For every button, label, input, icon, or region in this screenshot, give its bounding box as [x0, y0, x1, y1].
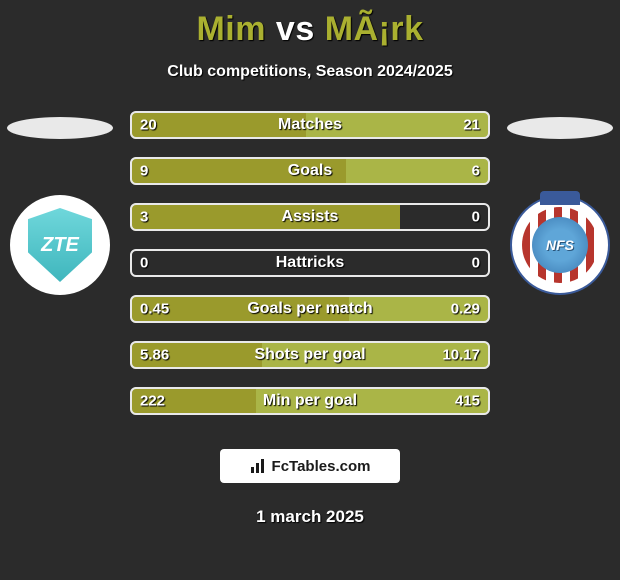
stat-label: Assists	[130, 208, 490, 226]
player1-column: ZTE	[0, 111, 120, 295]
stats-panel: ZTE NFS 2021Matches 96Goals 30Assists 00Hat…	[0, 111, 620, 431]
stat-row: 0.450.29Goals per match	[130, 295, 490, 323]
player2-club-badge: NFS	[510, 195, 610, 295]
stat-label: Min per goal	[130, 392, 490, 410]
player1-club-badge: ZTE	[10, 195, 110, 295]
shield-icon: ZTE	[28, 208, 92, 282]
stat-row: 96Goals	[130, 157, 490, 185]
player1-silhouette	[7, 117, 113, 139]
player2-name: MÃ¡rk	[325, 10, 424, 48]
season-subtitle: Club competitions, Season 2024/2025	[0, 63, 620, 81]
crown-icon	[540, 191, 580, 205]
vs-label: vs	[276, 10, 315, 48]
player2-silhouette	[507, 117, 613, 139]
player1-name: Mim	[196, 10, 266, 48]
stat-label: Goals per match	[130, 300, 490, 318]
stat-label: Shots per goal	[130, 346, 490, 364]
watermark: FcTables.com	[220, 449, 400, 483]
stat-row: 2021Matches	[130, 111, 490, 139]
chart-bars-icon	[250, 458, 266, 474]
stat-label: Goals	[130, 162, 490, 180]
stat-bars: 2021Matches 96Goals 30Assists 00Hattricks 0.…	[130, 111, 490, 433]
stat-row: 5.8610.17Shots per goal	[130, 341, 490, 369]
player1-club-initials: ZTE	[41, 234, 79, 257]
stat-row: 222415Min per goal	[130, 387, 490, 415]
player2-club-initials: NFS	[532, 217, 588, 273]
watermark-text: FcTables.com	[272, 458, 371, 475]
player2-column: NFS	[500, 111, 620, 295]
comparison-title: Mim vs MÃ¡rk	[0, 0, 620, 49]
comparison-date: 1 march 2025	[0, 507, 620, 527]
stripes-icon: NFS	[522, 207, 598, 283]
stat-label: Hattricks	[130, 254, 490, 272]
stat-label: Matches	[130, 116, 490, 134]
stat-row: 30Assists	[130, 203, 490, 231]
stat-row: 00Hattricks	[130, 249, 490, 277]
